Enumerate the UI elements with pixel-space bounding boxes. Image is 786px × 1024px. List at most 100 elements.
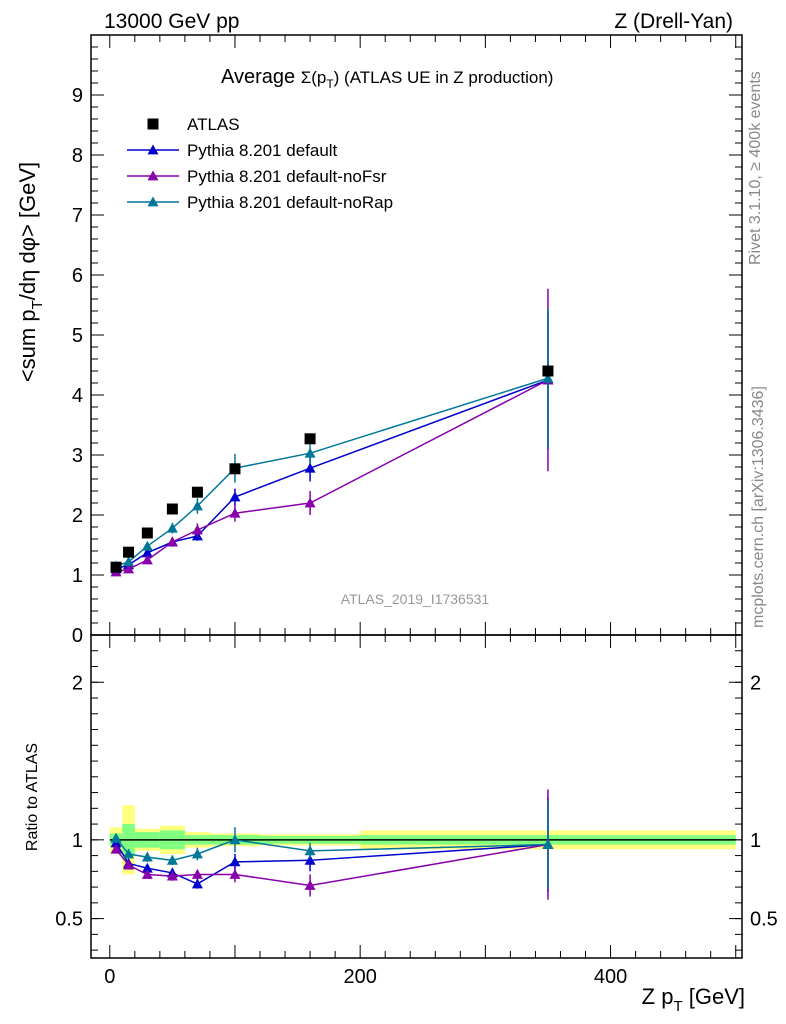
analysis-id: ATLAS_2019_I1736531 xyxy=(341,591,490,607)
ratio-marker xyxy=(123,848,135,859)
y-tick-label: 9 xyxy=(72,85,83,107)
chart-title: Average Σ(pT) (ATLAS UE in Z production) xyxy=(221,66,553,91)
x-axis-label-main: Z p xyxy=(642,984,674,1009)
ratio-marker xyxy=(304,854,316,865)
y-tick-label: 0 xyxy=(72,625,83,647)
y-tick-label: 2 xyxy=(72,505,83,527)
y-axis-label-sub: T xyxy=(29,300,46,309)
series-marker xyxy=(229,491,241,502)
header-left: 13000 GeV pp xyxy=(104,10,239,33)
ratio-axis-ticks: 0 200 400 0.5 0.5 1 1 2 2 xyxy=(55,635,778,988)
ratio-marker xyxy=(229,834,241,845)
ratio-frame xyxy=(90,634,743,959)
atlas-data-marker xyxy=(542,365,554,377)
y-tick-label: 1 xyxy=(72,565,83,587)
series-marker xyxy=(141,540,153,551)
series-line xyxy=(115,377,549,567)
main-axis-ticks: 0 1 2 3 4 5 6 7 8 9 xyxy=(72,34,742,647)
ratio-y-tick-label-right: 1 xyxy=(750,830,761,852)
ratio-marker xyxy=(229,868,241,879)
series-marker xyxy=(123,563,135,574)
series-marker xyxy=(191,524,203,535)
y-tick-label: 8 xyxy=(72,145,83,167)
chart-title-tail: ) (ATLAS UE in Z production) xyxy=(334,68,554,87)
ratio-y-tick-label-right: 2 xyxy=(750,672,761,694)
series-line xyxy=(115,379,549,573)
series-marker xyxy=(304,447,316,458)
ratio-y-tick-label: 0.5 xyxy=(55,909,83,931)
ratio-marker xyxy=(123,859,135,870)
series-marker xyxy=(542,372,554,383)
legend-marker xyxy=(147,196,159,207)
ratio-marker xyxy=(191,848,203,859)
series-marker xyxy=(304,462,316,473)
y-tick-label: 4 xyxy=(72,385,83,407)
x-tick-label: 400 xyxy=(594,966,627,988)
series-marker xyxy=(141,547,153,558)
chart-title-sub: T xyxy=(326,77,334,91)
legend-label: Pythia 8.201 default xyxy=(187,141,338,160)
ratio-marker xyxy=(304,845,316,856)
ratio-marker xyxy=(166,854,178,865)
ratio-series xyxy=(110,789,554,900)
y-axis-label-part2: /dη dφ> [GeV] xyxy=(15,162,40,300)
legend-marker xyxy=(147,144,159,155)
ratio-marker xyxy=(110,832,122,843)
x-axis-label: Z pT [GeV] xyxy=(642,984,745,1015)
y-tick-label: 7 xyxy=(72,205,83,227)
legend: ATLAS Pythia 8.201 default Pythia 8.201 de… xyxy=(127,115,393,212)
series-marker xyxy=(166,522,178,533)
series-marker xyxy=(141,554,153,565)
y-axis-label: <sum pT/dη dφ> [GeV] xyxy=(15,162,46,382)
ratio-marker xyxy=(229,856,241,867)
chart-title-sigma: Σ(p xyxy=(301,68,327,87)
x-axis-label-sub: T xyxy=(673,998,682,1015)
ratio-y-axis-label: Ratio to ATLAS xyxy=(24,743,41,851)
atlas-data-marker xyxy=(141,527,153,539)
series-marker xyxy=(304,497,316,508)
legend-label-atlas: ATLAS xyxy=(187,115,240,134)
y-tick-label: 6 xyxy=(72,265,83,287)
ratio-marker xyxy=(141,862,153,873)
chart-title-main: Average xyxy=(221,66,301,88)
x-axis-label-unit: [GeV] xyxy=(683,984,745,1009)
ratio-marker xyxy=(141,868,153,879)
rivet-version-text: Rivet 3.1.10, ≥ 400k events xyxy=(747,71,764,265)
series-marker xyxy=(229,507,241,518)
atlas-data-marker xyxy=(123,546,135,558)
y-tick-label: 3 xyxy=(72,445,83,467)
ratio-panel: 0 200 400 0.5 0.5 1 1 2 2 xyxy=(55,634,778,988)
header-right: Z (Drell-Yan) xyxy=(614,10,733,33)
y-tick-label: 5 xyxy=(72,325,83,347)
ratio-marker xyxy=(141,851,153,862)
legend-label: Pythia 8.201 default-noRap xyxy=(187,193,393,212)
main-panel: 0 1 2 3 4 5 6 7 8 9 xyxy=(72,34,743,647)
legend-label: Pythia 8.201 default-noFsr xyxy=(187,167,387,186)
x-tick-label: 200 xyxy=(343,966,376,988)
ratio-bands xyxy=(109,805,736,875)
ratio-y-tick-label: 1 xyxy=(72,830,83,852)
legend-marker-atlas xyxy=(147,118,159,130)
ratio-marker xyxy=(304,880,316,890)
main-series xyxy=(110,288,554,577)
series-line xyxy=(115,379,549,570)
legend-marker xyxy=(147,170,159,181)
mcplots-text: mcplots.cern.ch [arXiv:1306.3436] xyxy=(750,386,767,628)
atlas-data-marker xyxy=(166,503,178,515)
ratio-marker xyxy=(542,839,554,849)
x-tick-label: 0 xyxy=(104,966,115,988)
atlas-data-marker xyxy=(110,561,122,573)
ratio-marker xyxy=(166,870,178,881)
ratio-marker xyxy=(191,878,203,889)
atlas-data-marker xyxy=(229,463,241,475)
series-marker xyxy=(166,536,178,547)
series-marker xyxy=(123,556,135,567)
ratio-marker xyxy=(110,843,122,854)
atlas-data-marker xyxy=(191,486,203,498)
ratio-y-tick-label-right: 0.5 xyxy=(750,909,778,931)
atlas-data-marker xyxy=(304,433,316,445)
y-axis-label-part1: <sum p xyxy=(15,309,40,382)
ratio-y-tick-label: 2 xyxy=(72,672,83,694)
ratio-marker xyxy=(191,868,203,879)
